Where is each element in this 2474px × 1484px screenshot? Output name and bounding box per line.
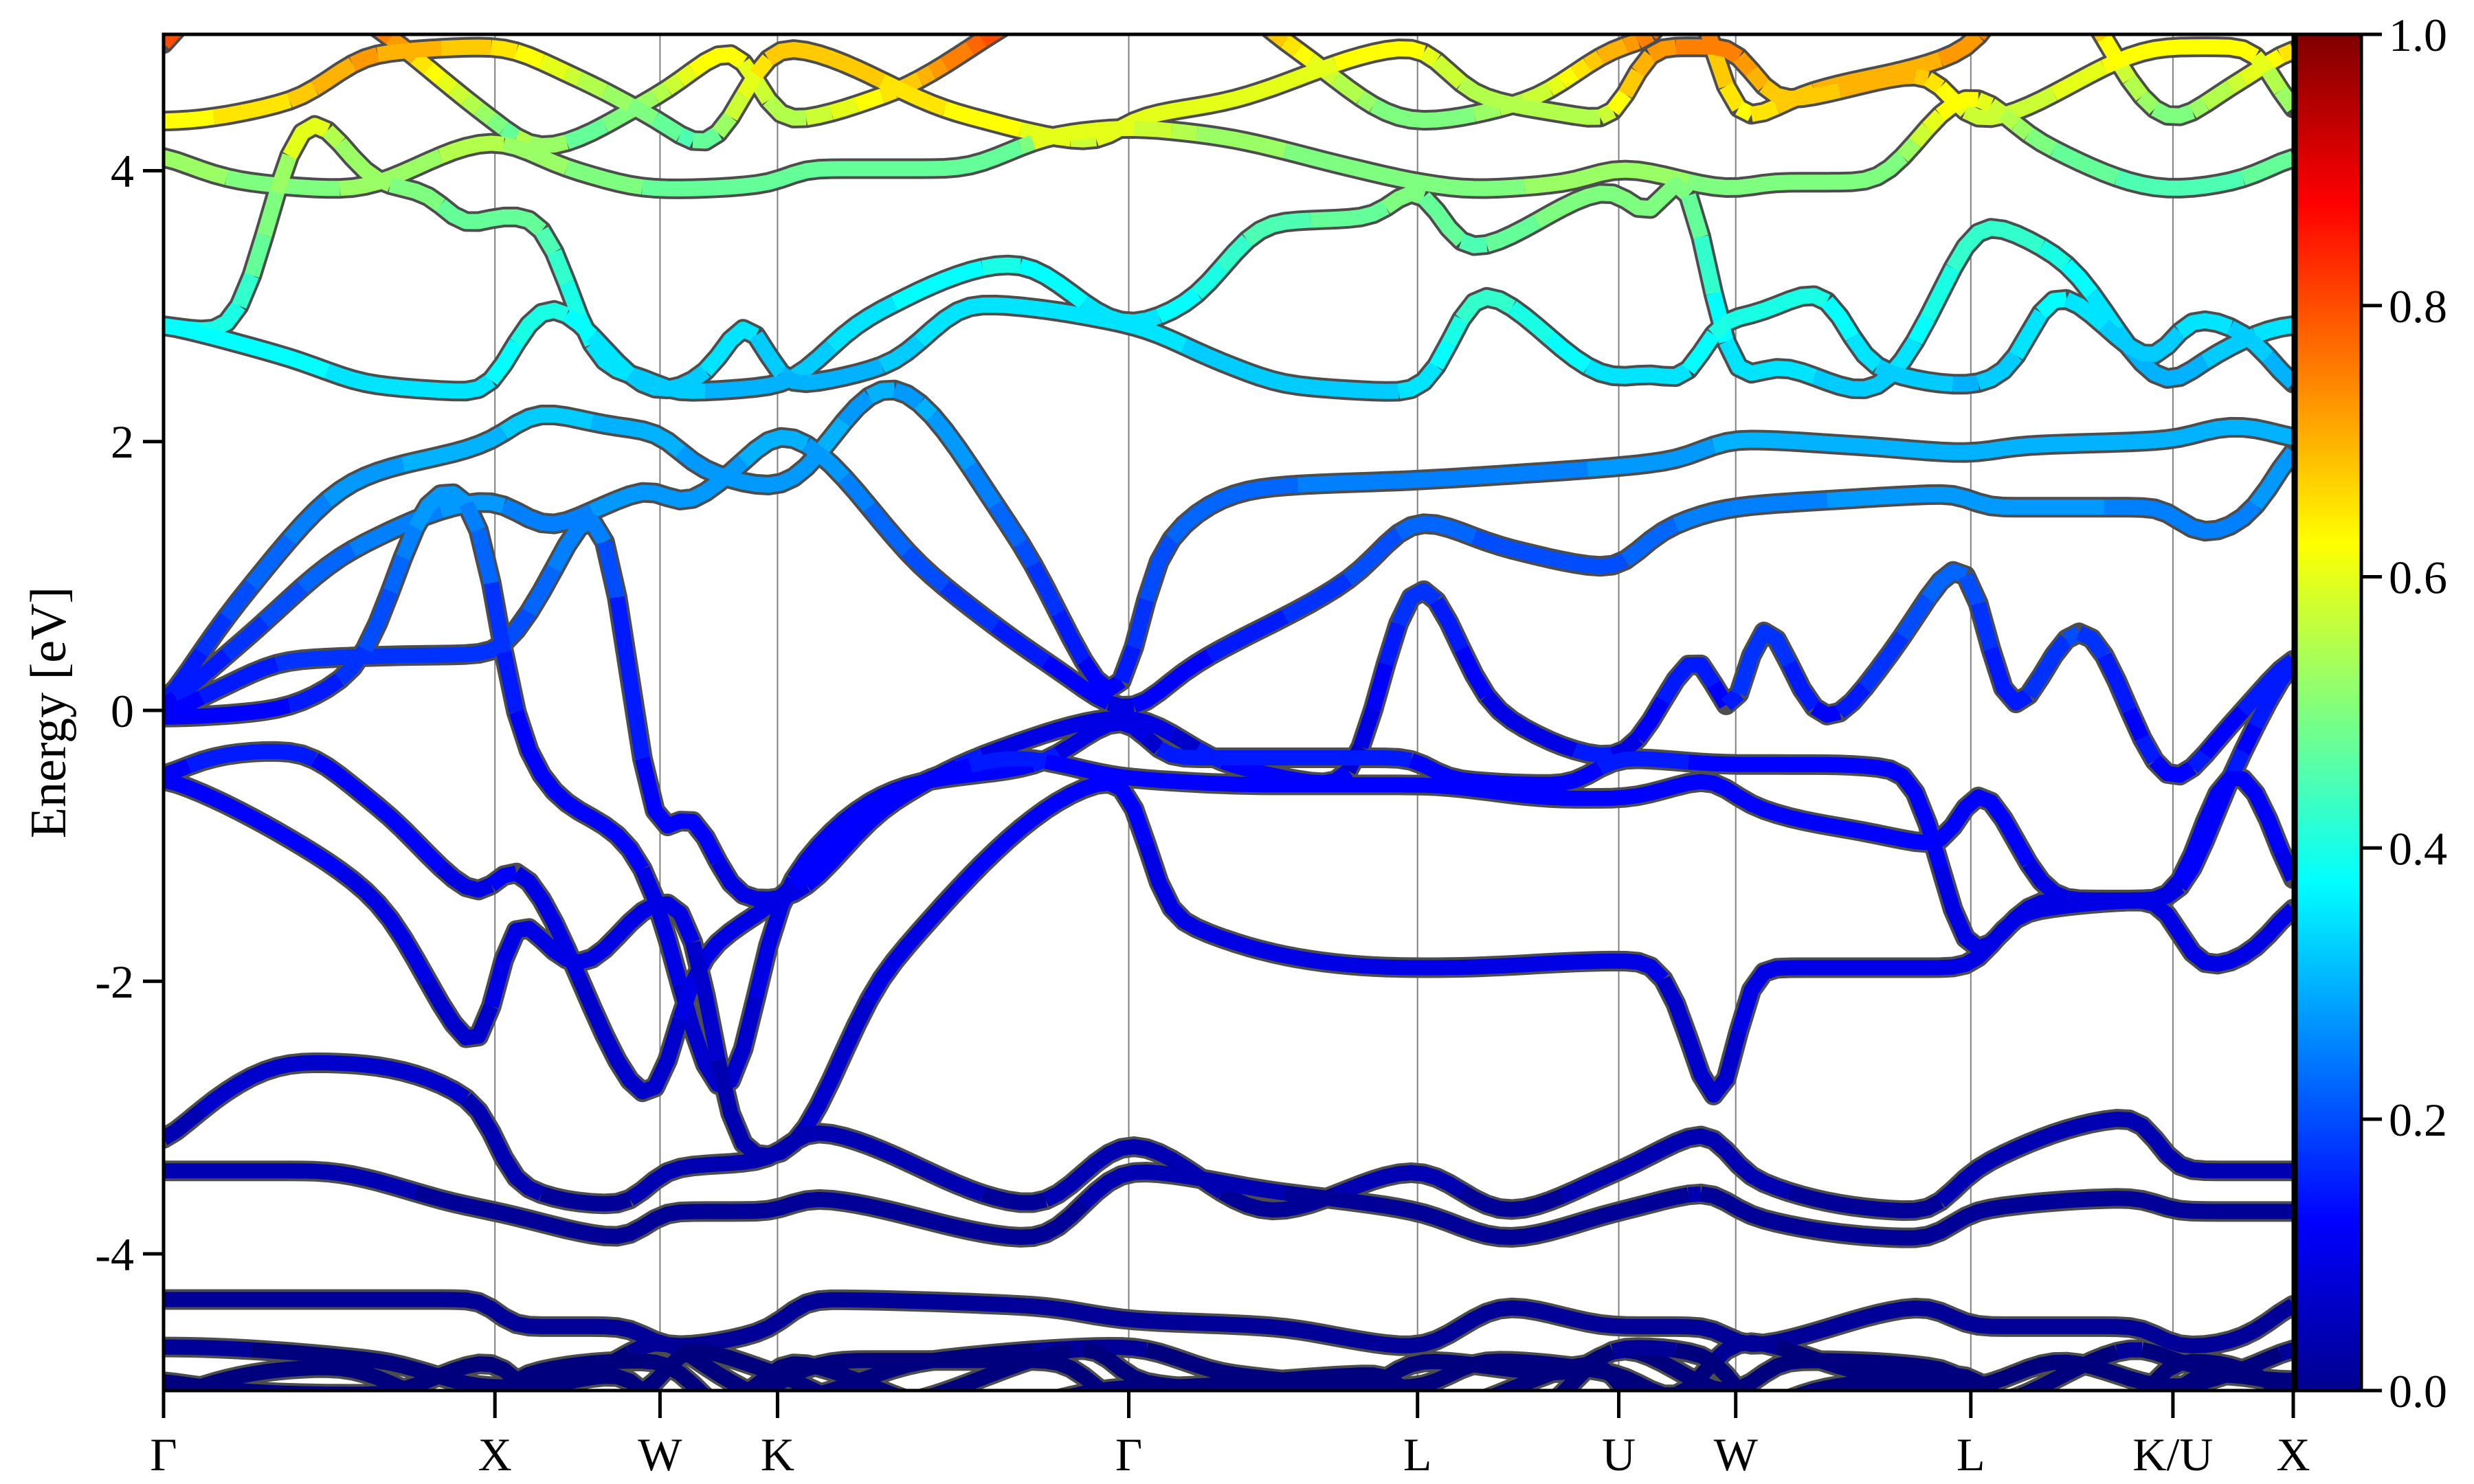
- svg-text:X: X: [2276, 1428, 2310, 1481]
- svg-text:1.0: 1.0: [2389, 9, 2447, 61]
- svg-text:0.4: 0.4: [2389, 822, 2447, 875]
- svg-text:0.8: 0.8: [2389, 280, 2447, 333]
- svg-text:L: L: [1403, 1428, 1432, 1481]
- svg-text:-4: -4: [95, 1228, 134, 1281]
- svg-text:L: L: [1957, 1428, 1985, 1481]
- svg-text:0.6: 0.6: [2389, 552, 2447, 604]
- svg-text:Energy [eV]: Energy [eV]: [21, 587, 77, 838]
- svg-text:0.0: 0.0: [2389, 1365, 2447, 1417]
- svg-text:U: U: [1602, 1428, 1636, 1481]
- svg-text:2: 2: [111, 416, 134, 468]
- svg-text:W: W: [638, 1428, 682, 1481]
- svg-text:-2: -2: [95, 956, 134, 1008]
- svg-text:Γ: Γ: [1115, 1428, 1142, 1481]
- svg-text:K: K: [761, 1428, 794, 1481]
- svg-text:4: 4: [111, 145, 134, 197]
- svg-text:Γ: Γ: [150, 1428, 177, 1481]
- svg-text:X: X: [478, 1428, 512, 1481]
- svg-text:W: W: [1714, 1428, 1759, 1481]
- svg-text:0: 0: [111, 685, 134, 737]
- svg-text:0.2: 0.2: [2389, 1094, 2447, 1146]
- svg-text:K/U: K/U: [2132, 1428, 2213, 1481]
